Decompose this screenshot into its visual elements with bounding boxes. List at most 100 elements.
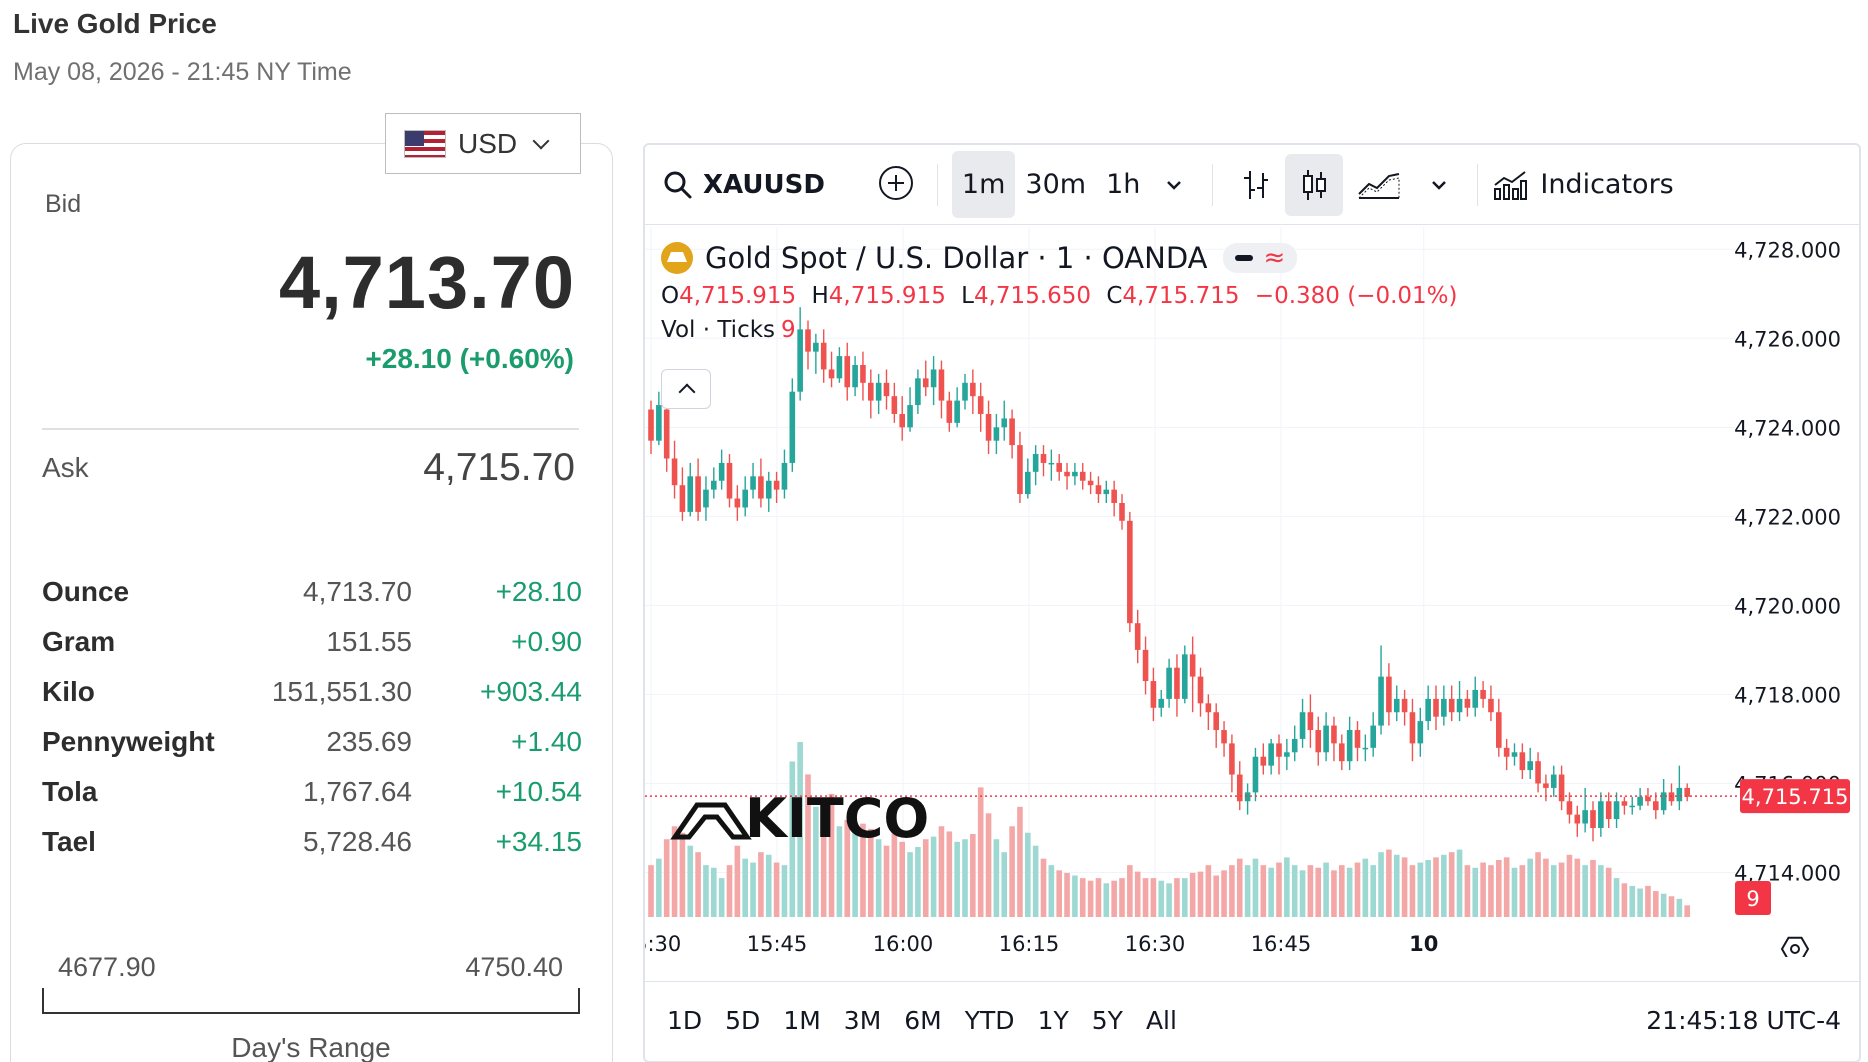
currency-select[interactable]: USD	[385, 113, 581, 174]
volume-bar	[789, 761, 796, 917]
candle-body	[1535, 761, 1541, 784]
volume-bar	[1009, 826, 1015, 917]
candle-body	[1040, 454, 1047, 463]
candle-body	[671, 458, 678, 486]
candle-body	[1284, 752, 1290, 757]
volume-bar	[1448, 852, 1455, 917]
volume-bar	[1142, 878, 1149, 917]
volume-bar	[805, 774, 811, 917]
volume-bar	[1244, 865, 1251, 917]
volume-bar	[1079, 878, 1086, 917]
candle-body	[1056, 462, 1062, 472]
candle-body	[1527, 761, 1533, 771]
candle-body	[805, 329, 811, 352]
candle-body	[750, 476, 756, 490]
bar-chart-type-button[interactable]	[1227, 154, 1285, 216]
candle-body	[1252, 756, 1259, 793]
price-chart[interactable]: 4,728.000 4,726.000 4,724.000 4,722.000 4,72…	[645, 227, 1861, 962]
interval-30m[interactable]: 30m	[1025, 169, 1087, 200]
volume-bar	[828, 793, 835, 917]
candle-body	[844, 356, 851, 388]
candle-body	[1605, 801, 1612, 820]
chart-toolbar: XAUUSD 1m 30m 1h	[645, 145, 1859, 225]
candle-body	[773, 480, 780, 490]
ohlc-bars-icon	[1244, 170, 1269, 199]
volume-bar	[742, 858, 748, 917]
interval-1h[interactable]: 1h	[1106, 169, 1141, 200]
candles-chart-type-button[interactable]	[1285, 153, 1344, 216]
chart-clock[interactable]: 21:45:18 UTC-4	[1646, 1006, 1841, 1035]
chart-type-dropdown-button[interactable]	[1415, 164, 1463, 206]
candlestick-chart-svg[interactable]: 4,728.000 4,726.000 4,724.000 4,722.000 4,72…	[645, 227, 1861, 962]
divider	[42, 428, 579, 430]
volume-bar	[1315, 867, 1322, 917]
ask-price: 4,715.70	[423, 446, 575, 489]
unit-price: 1,767.64	[303, 776, 412, 807]
candle-body	[868, 382, 874, 401]
collapse-legend-button[interactable]	[661, 369, 711, 409]
candle-body	[860, 365, 866, 383]
volume-bar	[1331, 870, 1337, 917]
gold-bar-icon	[661, 242, 693, 274]
open-label: O	[661, 283, 680, 309]
range-1m[interactable]: 1M	[783, 1006, 821, 1035]
chart-widget: XAUUSD 1m 30m 1h	[643, 143, 1861, 1062]
volume-bar	[1613, 878, 1620, 917]
volume-bar	[1637, 888, 1643, 917]
volume-bar	[1040, 858, 1047, 917]
interval-dropdown-button[interactable]	[1150, 164, 1198, 206]
candle-body	[1315, 730, 1322, 753]
candle-body	[1464, 698, 1471, 708]
volume-readout: Vol · Ticks 9	[661, 317, 1466, 343]
chevron-down-icon	[532, 132, 550, 149]
volume-bar	[1260, 865, 1267, 917]
range-all[interactable]: All	[1145, 1006, 1177, 1035]
settings-icon[interactable]	[1780, 936, 1810, 962]
chart-legend: Gold Spot / U.S. Dollar · 1 · OANDA ≈ O4…	[661, 241, 1466, 343]
candle-body	[1456, 698, 1463, 713]
y-tick-label: 4,726.000	[1734, 327, 1841, 351]
range-1y[interactable]: 1Y	[1037, 1006, 1069, 1035]
area-chart-type-button[interactable]	[1343, 156, 1415, 214]
last-price-label: 4,715.715	[1742, 785, 1849, 809]
range-5d[interactable]: 5D	[725, 1006, 761, 1035]
volume-tag-label: 9	[1746, 887, 1759, 911]
candle-body	[1550, 774, 1557, 788]
candle-body	[1064, 471, 1070, 477]
area-chart-icon	[1358, 172, 1400, 199]
open-value: 4,715.915	[679, 283, 797, 309]
candle-body	[1166, 667, 1172, 699]
candle-body	[656, 405, 662, 441]
volume-bar	[883, 845, 890, 917]
indicators-button[interactable]: Indicators	[1492, 169, 1674, 201]
volume-bar	[820, 813, 827, 917]
volume-value: 9	[781, 317, 796, 343]
candle-body	[1637, 796, 1643, 806]
candle-body	[695, 476, 701, 512]
x-tick-label: 16:00	[873, 932, 934, 956]
candle-body	[758, 476, 764, 499]
volume-bar	[1550, 865, 1557, 917]
indicators-label: Indicators	[1540, 169, 1674, 200]
candle-body	[1182, 654, 1188, 699]
range-5y[interactable]: 5Y	[1091, 1006, 1123, 1035]
y-tick-label: 4,720.000	[1734, 594, 1841, 618]
candle-body	[938, 369, 945, 401]
interval-1m[interactable]: 1m	[951, 151, 1016, 218]
range-ytd[interactable]: YTD	[964, 1006, 1015, 1035]
compare-symbol-button[interactable]	[877, 164, 915, 206]
volume-bar	[1566, 854, 1573, 917]
candle-body	[946, 400, 953, 423]
volume-bar	[726, 865, 733, 917]
volume-bar	[946, 831, 953, 917]
legend-status-pill[interactable]: ≈	[1223, 243, 1298, 273]
volume-bar	[1676, 898, 1683, 917]
symbol-search-button[interactable]: XAUUSD	[663, 170, 825, 200]
range-1d[interactable]: 1D	[667, 1006, 703, 1035]
high-label: H	[811, 283, 829, 309]
range-3m[interactable]: 3M	[843, 1006, 882, 1035]
settings-icon-center	[1790, 944, 1800, 954]
us-flag-icon	[404, 129, 446, 158]
volume-bar	[1127, 865, 1133, 917]
range-6m[interactable]: 6M	[904, 1006, 942, 1035]
